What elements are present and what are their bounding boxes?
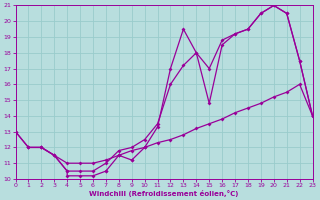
X-axis label: Windchill (Refroidissement éolien,°C): Windchill (Refroidissement éolien,°C) [89,190,239,197]
